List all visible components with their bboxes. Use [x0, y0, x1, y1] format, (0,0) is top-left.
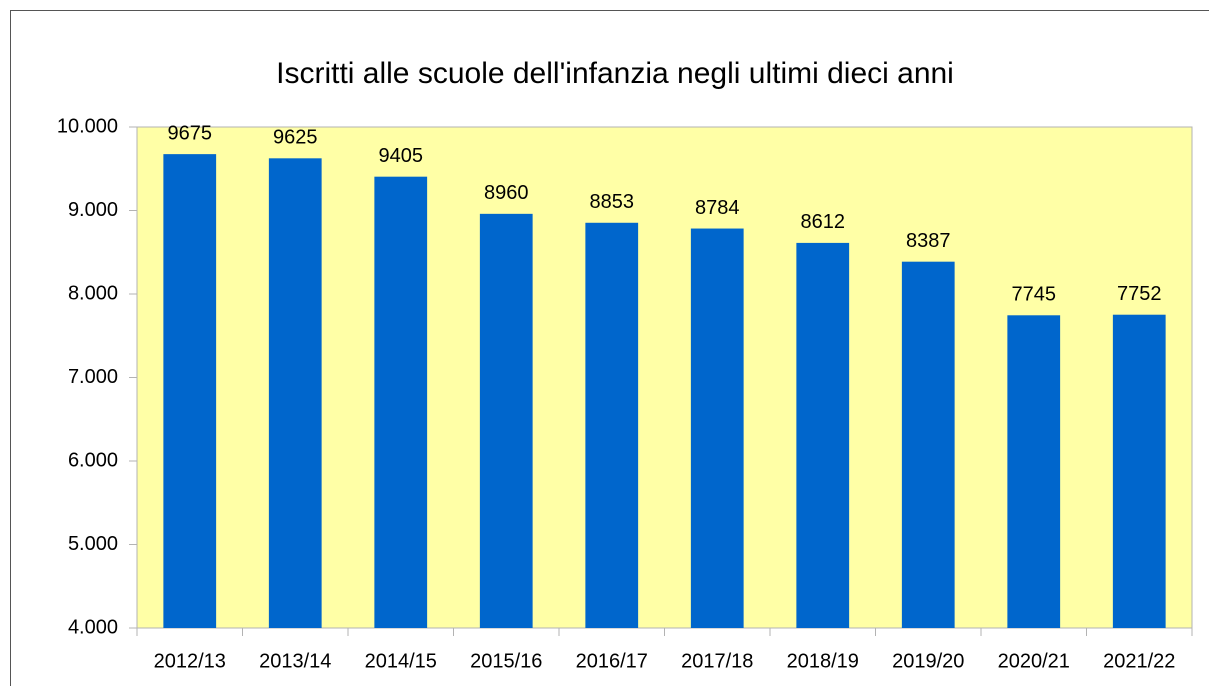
- bar: [1007, 315, 1061, 628]
- x-tick-label: 2019/20: [892, 650, 964, 672]
- chart-title: Iscritti alle scuole dell'infanzia negli…: [276, 57, 954, 90]
- data-label: 8784: [695, 197, 740, 219]
- y-tick-label: 9.000: [68, 199, 118, 221]
- bar: [163, 154, 217, 628]
- data-label: 8612: [801, 211, 846, 233]
- y-tick-label: 4.000: [68, 616, 118, 638]
- x-tick-label: 2013/14: [259, 650, 331, 672]
- bar: [479, 213, 533, 628]
- bar: [690, 228, 744, 628]
- x-tick-label: 2020/21: [998, 650, 1070, 672]
- y-tick-label: 5.000: [68, 533, 118, 555]
- data-label: 7752: [1117, 283, 1162, 305]
- x-tick-label: 2016/17: [576, 650, 648, 672]
- data-label: 8853: [590, 191, 635, 213]
- y-tick-label: 7.000: [68, 366, 118, 388]
- data-label: 9625: [273, 127, 318, 149]
- chart-border: [10, 10, 1209, 686]
- y-tick-label: 10.000: [57, 115, 118, 137]
- data-label: 8387: [906, 230, 951, 252]
- data-label: 7745: [1012, 284, 1057, 306]
- data-label: 9405: [379, 145, 424, 167]
- bar: [901, 261, 955, 628]
- data-label: 8960: [484, 182, 529, 204]
- x-tick-label: 2017/18: [681, 650, 753, 672]
- x-tick-label: 2015/16: [470, 650, 542, 672]
- x-tick-label: 2021/22: [1103, 650, 1175, 672]
- bar: [1112, 314, 1166, 628]
- x-tick-label: 2012/13: [154, 650, 226, 672]
- y-tick-label: 6.000: [68, 449, 118, 471]
- bar: [268, 158, 322, 628]
- bar: [796, 242, 850, 628]
- data-label: 9675: [168, 122, 213, 144]
- bar: [374, 176, 428, 628]
- bar: [585, 222, 639, 628]
- x-tick-label: 2014/15: [365, 650, 437, 672]
- x-tick-label: 2018/19: [787, 650, 859, 672]
- y-tick-label: 8.000: [68, 282, 118, 304]
